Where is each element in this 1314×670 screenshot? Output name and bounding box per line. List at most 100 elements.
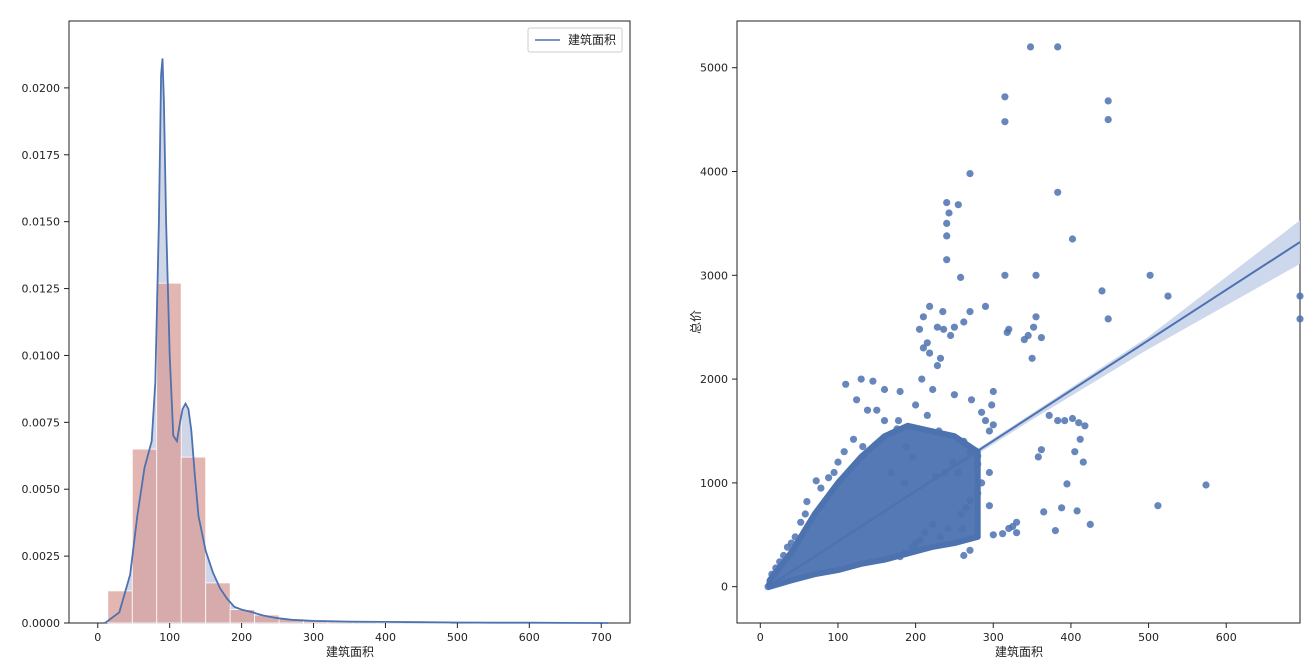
scatter-point xyxy=(817,484,825,492)
scatter-point xyxy=(949,458,957,466)
y-tick-label: 2000 xyxy=(700,373,728,386)
scatter-point xyxy=(768,570,776,578)
scatter-point xyxy=(783,543,792,551)
scatter-point xyxy=(962,504,970,512)
y-tick-label: 5000 xyxy=(700,62,728,75)
scatter-point xyxy=(1154,502,1162,510)
scatter-point xyxy=(1296,315,1304,323)
y-tick-label: 4000 xyxy=(700,166,728,179)
scatter-point xyxy=(933,362,942,370)
scatter-point xyxy=(1073,507,1081,515)
legend-frame xyxy=(527,27,623,53)
scatter-point xyxy=(978,479,986,487)
regression-x-axis-label: 建筑面积 xyxy=(995,644,1043,659)
scatter-point xyxy=(957,273,965,281)
scatter-point xyxy=(803,498,811,506)
y-tick-label: 1000 xyxy=(700,477,728,490)
regression-y-axis-label: 总价 xyxy=(689,310,703,334)
scatter-point xyxy=(1079,458,1087,466)
scatter-point xyxy=(1030,323,1038,331)
scatter-point xyxy=(936,354,945,362)
y-tick-label: 0.0000 xyxy=(22,617,61,630)
scatter-point xyxy=(1054,417,1062,425)
scatter-point xyxy=(988,401,996,409)
scatter-point xyxy=(1037,334,1045,342)
regression-line-layer xyxy=(767,241,1301,588)
scatter-point xyxy=(842,380,850,388)
scatter-point xyxy=(797,518,805,526)
scatter-point xyxy=(912,401,920,409)
y-tick-label: 3000 xyxy=(700,269,728,282)
scatter-point xyxy=(957,510,965,518)
scatter-point xyxy=(933,323,942,331)
scatter-point xyxy=(989,387,997,396)
scatter-point xyxy=(923,411,931,419)
scatter-point xyxy=(923,339,931,347)
scatter-point xyxy=(936,533,945,541)
scatter-point xyxy=(1003,328,1011,336)
scatter-point xyxy=(1146,271,1154,279)
x-tick-label: 100 xyxy=(827,631,848,644)
scatter-point xyxy=(989,531,997,539)
scatter-point xyxy=(1071,448,1079,456)
scatter-point xyxy=(1068,235,1077,243)
histogram-y-axis: 0.0000 0.0025 0.0050 0.0075 0.0100 0.0125 0.01… xyxy=(22,82,69,630)
scatter-point xyxy=(974,452,982,460)
scatter-point xyxy=(939,308,947,316)
kde-line-layer xyxy=(104,58,609,624)
scatter-point xyxy=(863,406,872,414)
scatter-point xyxy=(985,427,994,435)
scatter-point xyxy=(825,474,833,482)
regression-panel: 0 100 200 300 400 500 600 0 1000 2000 3000 4000 500… xyxy=(689,20,1304,659)
scatter-point xyxy=(960,437,968,445)
scatter-point xyxy=(940,325,948,333)
scatter-point xyxy=(1026,43,1035,51)
scatter-point xyxy=(1028,354,1036,362)
y-tick-label: 0.0125 xyxy=(22,283,61,296)
scatter-point xyxy=(1045,411,1053,419)
scatter-point xyxy=(812,477,820,485)
scatter-point xyxy=(908,543,917,551)
scatter-point xyxy=(908,453,917,461)
histogram-x-axis-label: 建筑面积 xyxy=(326,644,374,659)
kde-line xyxy=(104,58,609,624)
scatter-point xyxy=(950,323,959,331)
x-tick-label: 400 xyxy=(375,631,396,644)
scatter-point xyxy=(853,396,861,404)
y-tick-label: 0.0150 xyxy=(22,216,61,229)
scatter-point xyxy=(947,331,955,340)
scatter-point xyxy=(943,256,951,264)
scatter-point xyxy=(943,199,951,207)
histogram-bar xyxy=(205,582,231,624)
x-tick-label: 100 xyxy=(159,631,180,644)
x-tick-label: 0 xyxy=(757,631,764,644)
scatter-point xyxy=(772,564,780,572)
scatter-point xyxy=(1296,292,1304,300)
y-tick-label: 0.0025 xyxy=(22,550,61,563)
scatter-point xyxy=(1068,414,1077,423)
scatter-point xyxy=(919,313,928,321)
scatter-point xyxy=(1086,520,1094,529)
histogram-bars xyxy=(107,282,451,624)
scatter-point xyxy=(880,385,889,394)
scatter-point xyxy=(943,232,951,240)
histogram-bar xyxy=(180,456,207,624)
scatter-point xyxy=(849,435,858,443)
y-tick-label: 0.0050 xyxy=(22,483,61,496)
scatter-point xyxy=(801,510,809,518)
y-tick-label: 0.0100 xyxy=(22,349,61,362)
scatter-point xyxy=(919,344,928,352)
x-tick-label: 300 xyxy=(983,631,1004,644)
scatter-point xyxy=(1104,97,1112,105)
scatter-point xyxy=(1051,527,1059,535)
scatter-point xyxy=(918,375,926,383)
scatter-point xyxy=(966,170,974,178)
scatter-point xyxy=(985,502,994,510)
scatter-point xyxy=(954,468,962,477)
scatter-point xyxy=(1040,508,1048,516)
scatter-point xyxy=(1020,336,1028,344)
histogram-x-axis: 0 100 200 300 400 500 600 700 xyxy=(94,623,612,644)
scatter-point xyxy=(776,558,784,566)
x-tick-label: 200 xyxy=(231,631,252,644)
scatter-point xyxy=(1202,481,1210,489)
